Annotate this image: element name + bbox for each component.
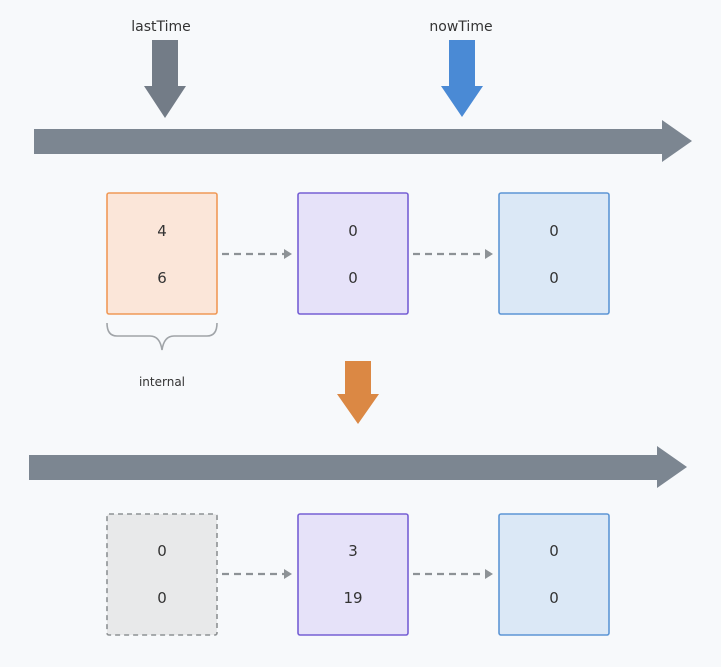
after-box-3-value-bottom: 0: [549, 589, 559, 607]
after-row: 0 0 3 19 0 0: [106, 513, 610, 636]
after-box-1-value-top: 0: [157, 542, 167, 560]
before-box-3-value-bottom: 0: [549, 269, 559, 287]
internal-brace: [106, 322, 218, 351]
before-box-1-value-bottom: 6: [157, 269, 167, 287]
after-box-1-value-bottom: 0: [157, 589, 167, 607]
after-connector-1-head: [284, 569, 292, 579]
after-box-3-value-top: 0: [549, 542, 559, 560]
after-box-2: [297, 513, 409, 636]
before-row: 4 6 0 0 0 0: [106, 192, 610, 315]
before-connector-2-head: [485, 249, 493, 259]
internal-label: internal: [139, 375, 185, 389]
before-connector-1-head: [284, 249, 292, 259]
last-time-down-arrow: [144, 40, 186, 118]
now-time-label: nowTime: [429, 19, 492, 35]
after-box-2-value-bottom: 19: [343, 589, 362, 607]
after-box-2-value-top: 3: [348, 542, 358, 560]
transition-down-arrow: [337, 361, 379, 424]
timeline-bottom-arrow: [29, 446, 687, 488]
timeline-top-arrow: [34, 120, 692, 162]
before-box-2-value-bottom: 0: [348, 269, 358, 287]
before-box-2-value-top: 0: [348, 222, 358, 240]
before-box-2: [297, 192, 409, 315]
now-time-down-arrow: [441, 40, 483, 117]
before-box-3-value-top: 0: [549, 222, 559, 240]
before-box-3: [498, 192, 610, 315]
after-box-3: [498, 513, 610, 636]
after-box-1: [106, 513, 218, 636]
before-box-1-value-top: 4: [157, 222, 167, 240]
last-time-label: lastTime: [131, 19, 191, 35]
before-box-1: [106, 192, 218, 315]
after-connector-2-head: [485, 569, 493, 579]
